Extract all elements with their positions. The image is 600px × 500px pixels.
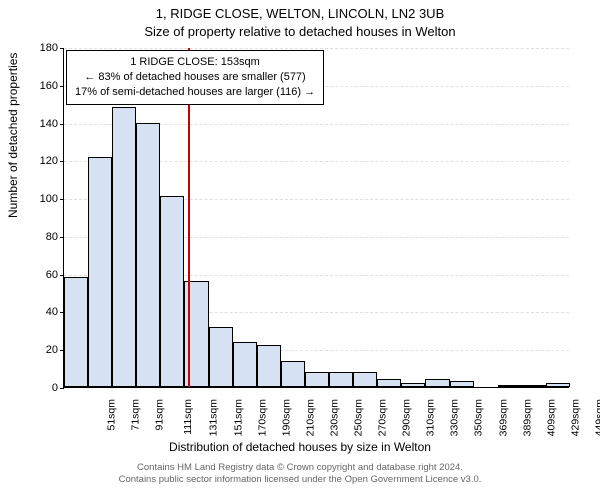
ytick-label: 60 — [46, 269, 64, 281]
histogram-bar — [88, 157, 112, 387]
histogram-bar — [353, 372, 377, 387]
attribution-line2: Contains public sector information licen… — [0, 474, 600, 486]
xtick-label: 230sqm — [328, 399, 340, 436]
grid-line — [64, 48, 569, 49]
plot-area: 02040608010012014016018051sqm71sqm91sqm1… — [63, 48, 569, 388]
xtick-label: 449sqm — [593, 399, 600, 436]
histogram-bar — [233, 342, 257, 387]
xtick-label: 210sqm — [304, 399, 316, 436]
ytick-label: 160 — [40, 80, 64, 92]
ytick-label: 20 — [46, 344, 64, 356]
xtick-label: 131sqm — [208, 399, 220, 436]
xtick-label: 170sqm — [256, 399, 268, 436]
histogram-bar — [209, 327, 233, 387]
histogram-bar — [425, 379, 449, 387]
xtick-label: 369sqm — [497, 399, 509, 436]
histogram-bar — [401, 383, 425, 387]
xtick-label: 350sqm — [473, 399, 485, 436]
histogram-bar — [546, 383, 570, 387]
ytick-label: 40 — [46, 306, 64, 318]
annotation-line1: 1 RIDGE CLOSE: 153sqm — [75, 55, 315, 70]
xtick-label: 270sqm — [376, 399, 388, 436]
histogram-bar — [64, 277, 88, 387]
x-axis-label: Distribution of detached houses by size … — [0, 440, 600, 454]
chart-title-line2: Size of property relative to detached ho… — [0, 24, 600, 39]
xtick-label: 151sqm — [232, 399, 244, 436]
histogram-bar — [305, 372, 329, 387]
histogram-bar — [112, 107, 136, 387]
ytick-label: 120 — [40, 155, 64, 167]
xtick-label: 389sqm — [521, 399, 533, 436]
chart-title-line1: 1, RIDGE CLOSE, WELTON, LINCOLN, LN2 3UB — [0, 6, 600, 21]
xtick-label: 250sqm — [352, 399, 364, 436]
xtick-label: 91sqm — [154, 399, 166, 431]
histogram-bar — [522, 385, 546, 387]
histogram-bar — [136, 123, 160, 387]
xtick-label: 290sqm — [401, 399, 413, 436]
xtick-label: 71sqm — [130, 399, 142, 431]
histogram-bar — [450, 381, 474, 387]
histogram-bar — [329, 372, 353, 387]
xtick-label: 51sqm — [106, 399, 118, 431]
ytick-label: 140 — [40, 118, 64, 130]
attribution-line1: Contains HM Land Registry data © Crown c… — [0, 462, 600, 474]
xtick-label: 190sqm — [280, 399, 292, 436]
ytick-label: 80 — [46, 231, 64, 243]
histogram-bar — [281, 361, 305, 387]
ytick-label: 0 — [52, 382, 64, 394]
xtick-label: 409sqm — [545, 399, 557, 436]
xtick-label: 310sqm — [425, 399, 437, 436]
chart-container: 1, RIDGE CLOSE, WELTON, LINCOLN, LN2 3UB… — [0, 0, 600, 500]
reference-annotation-box: 1 RIDGE CLOSE: 153sqm ← 83% of detached … — [66, 50, 324, 105]
histogram-bar — [377, 379, 401, 387]
xtick-label: 429sqm — [569, 399, 581, 436]
attribution-text: Contains HM Land Registry data © Crown c… — [0, 462, 600, 487]
annotation-line3: 17% of semi-detached houses are larger (… — [75, 85, 315, 100]
ytick-label: 180 — [40, 42, 64, 54]
xtick-label: 111sqm — [182, 399, 194, 435]
histogram-bar — [257, 345, 281, 387]
annotation-line2: ← 83% of detached houses are smaller (57… — [75, 70, 315, 85]
histogram-bar — [160, 196, 184, 387]
y-axis-label: Number of detached properties — [6, 53, 20, 218]
histogram-bar — [498, 385, 522, 387]
xtick-label: 330sqm — [449, 399, 461, 436]
ytick-label: 100 — [40, 193, 64, 205]
